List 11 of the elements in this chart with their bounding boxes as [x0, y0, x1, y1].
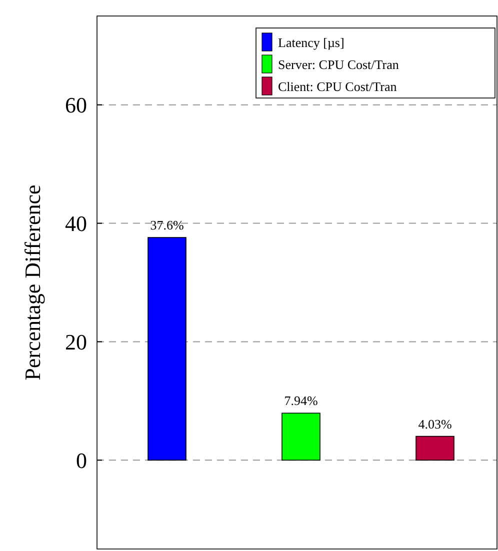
data-label: 4.03%: [418, 416, 452, 432]
legend-label: Client: CPU Cost/Tran: [278, 79, 398, 94]
legend-label: Latency [µs]: [278, 35, 344, 50]
y-axis-title: Percentage Difference: [20, 184, 45, 380]
data-label: 37.6%: [150, 217, 184, 232]
y-tick-label: 20: [65, 329, 87, 354]
y-tick-label: 40: [65, 210, 87, 236]
y-tick-label: 0: [76, 448, 87, 473]
data-label: 7.94%: [284, 393, 318, 408]
y-tick-label: 60: [65, 92, 87, 118]
legend-label: Server: CPU Cost/Tran: [278, 57, 400, 72]
